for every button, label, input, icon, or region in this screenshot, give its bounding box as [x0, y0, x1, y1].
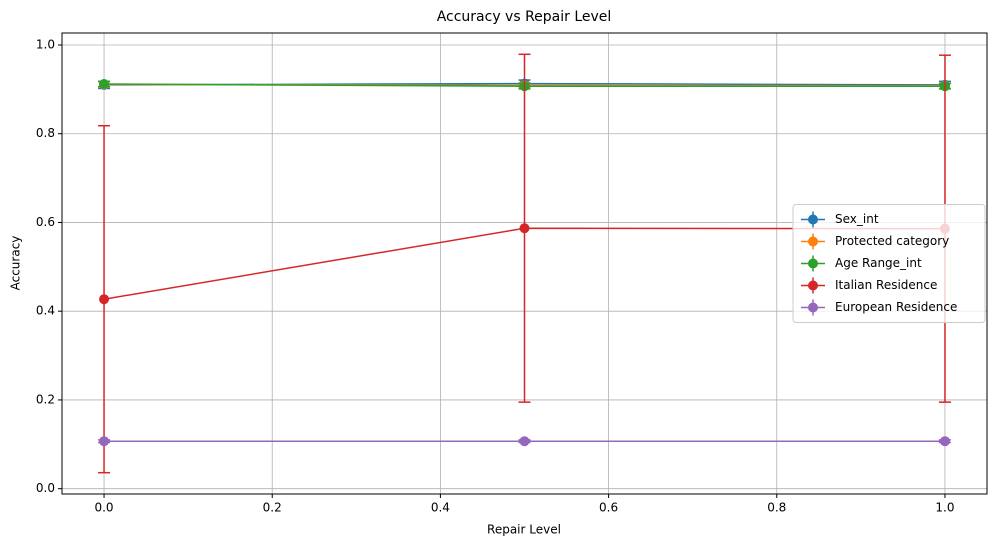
marker: [939, 436, 950, 447]
x-tick-label: 1.0: [935, 501, 954, 515]
marker: [99, 79, 110, 90]
x-tick-label: 0.2: [263, 501, 282, 515]
y-tick-label: 1.0: [36, 37, 55, 51]
y-tick-label: 0.6: [36, 215, 55, 229]
marker: [519, 223, 530, 234]
plot-frame: [61, 32, 988, 495]
chart-title: Accuracy vs Repair Level: [437, 9, 612, 25]
legend-marker: [808, 302, 818, 313]
y-tick-label: 0.8: [36, 126, 55, 140]
marker: [519, 436, 530, 447]
legend-marker: [808, 258, 818, 269]
x-tick-label: 0.8: [767, 501, 786, 515]
x-axis-label: Repair Level: [487, 523, 561, 537]
legend: Sex_int Protected category Age Range_int It…: [792, 204, 986, 323]
x-tick-label: 0.4: [431, 501, 450, 515]
marker: [99, 294, 110, 305]
legend-label: Protected category: [835, 234, 949, 248]
y-tick-label: 0.2: [36, 392, 55, 406]
legend-label: Italian Residence: [835, 278, 937, 292]
y-axis-label: Accuracy: [9, 236, 23, 291]
y-tick-label: 0.4: [36, 304, 55, 318]
legend-marker: [808, 236, 818, 247]
legend-label: Age Range_int: [835, 256, 922, 270]
x-tick-label: 0.6: [599, 501, 618, 515]
legend-label: Sex_int: [835, 212, 879, 226]
legend-marker: [808, 214, 818, 225]
legend-marker: [808, 280, 818, 291]
marker: [99, 436, 110, 447]
legend-box: [792, 204, 986, 323]
y-tick-label: 0.0: [36, 481, 55, 495]
legend-label: European Residence: [835, 300, 957, 314]
x-tick-label: 0.0: [94, 501, 113, 515]
